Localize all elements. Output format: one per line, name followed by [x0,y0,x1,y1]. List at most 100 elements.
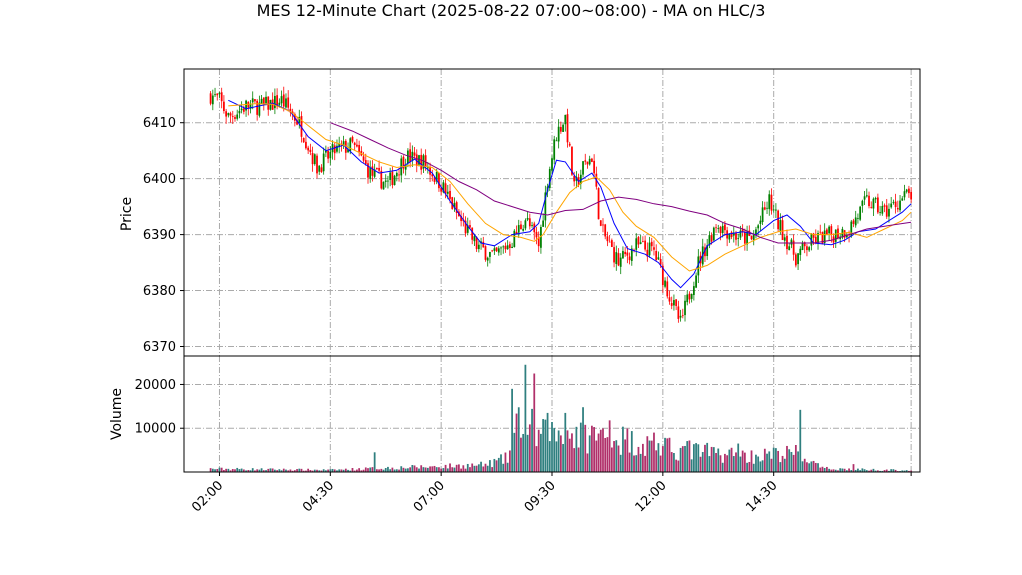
volume-bar [331,468,334,472]
candle-body [724,224,726,231]
volume-bar [307,468,310,472]
volume-bar [622,426,624,472]
candle-body [258,102,261,116]
volume-bar [755,454,757,472]
candle-body [218,92,221,95]
volume-bar [438,467,440,472]
volume-bar [291,470,294,472]
volume-bar [262,470,265,472]
volume-bar [216,469,219,472]
volume-bar [673,453,675,472]
candle-body [440,187,443,192]
volume-bar [466,463,469,472]
candle-body [681,315,684,317]
candle-body [280,96,283,104]
volume-bar [863,469,866,472]
candle-body [752,234,755,241]
candle-body [358,144,361,152]
candle-body [899,200,901,211]
candle-body [449,190,451,199]
candle-body [227,113,230,116]
candle-body [646,249,649,257]
candle-body [380,170,383,189]
candle-body [469,225,471,228]
candle-body [265,96,267,104]
candle-body [642,241,644,242]
volume-bar [258,469,261,472]
volume-bar [489,460,491,472]
candle-body [389,172,392,180]
candle-body [302,138,305,143]
candle-body [668,297,671,302]
volume-bar [743,452,746,472]
volume-bar [808,463,811,472]
price-candles [209,86,913,323]
volume-bar [715,452,717,472]
candle-body [704,247,706,257]
candle-body [249,103,252,109]
volume-bar [746,462,748,472]
candle-body [888,208,890,217]
candle-body [635,238,638,250]
candle-body [557,126,560,142]
volume-bar [644,455,646,472]
candle-body [737,238,740,239]
candle-body [411,151,414,162]
candle-body [526,217,529,220]
candle-body [564,114,567,125]
volume-bar [821,466,824,472]
volume-bar [619,454,622,472]
candle-body [542,220,545,227]
volume-bar [857,468,859,472]
candle-body [834,229,837,242]
chart-title: MES 12-Minute Chart (2025-08-22 07:00~08… [257,1,766,20]
volume-bar [633,455,635,472]
volume-bar [442,468,445,472]
candle-body [759,220,762,224]
candle-body [522,228,525,231]
candle-body [777,210,780,230]
candle-body [276,95,278,107]
candle-body [424,155,427,167]
volume-bar [648,440,651,472]
candle-body [830,226,833,235]
volume-bar [462,465,465,472]
volume-bar [460,468,462,472]
volume-bar [424,467,427,472]
candle-body [728,233,731,240]
volume-bar [613,441,615,472]
candle-body [537,237,540,247]
volume-bar [449,463,451,472]
volume-bar [486,465,489,472]
volume-bar [223,470,225,472]
volume-bar [540,433,542,472]
candle-body [688,293,691,300]
volume-bar [894,469,897,472]
volume-bar [418,468,420,472]
candle-body [863,196,866,200]
price-y-ticks: 6370 6380 6390 6400 6410 [143,116,184,355]
candle-body [606,236,609,242]
volume-bar [517,407,520,472]
candle-body [353,142,356,146]
candle-body [783,237,786,241]
candle-body [648,242,651,256]
candle-body [597,188,600,220]
candle-body [313,154,316,165]
candle-body [650,241,653,247]
volume-bar [320,470,323,472]
candle-body [721,225,724,234]
volume-bar [850,470,853,472]
candle-body [637,237,640,245]
volume-bar [595,440,598,472]
volume-bar [810,461,813,472]
candle-body [803,242,806,247]
candle-body [901,198,904,201]
volume-bar [411,465,414,472]
volume-bar [586,453,589,472]
candle-body [843,230,846,238]
volume-bar [520,437,522,472]
volume-bar [901,470,904,472]
volume-bar [342,469,345,472]
